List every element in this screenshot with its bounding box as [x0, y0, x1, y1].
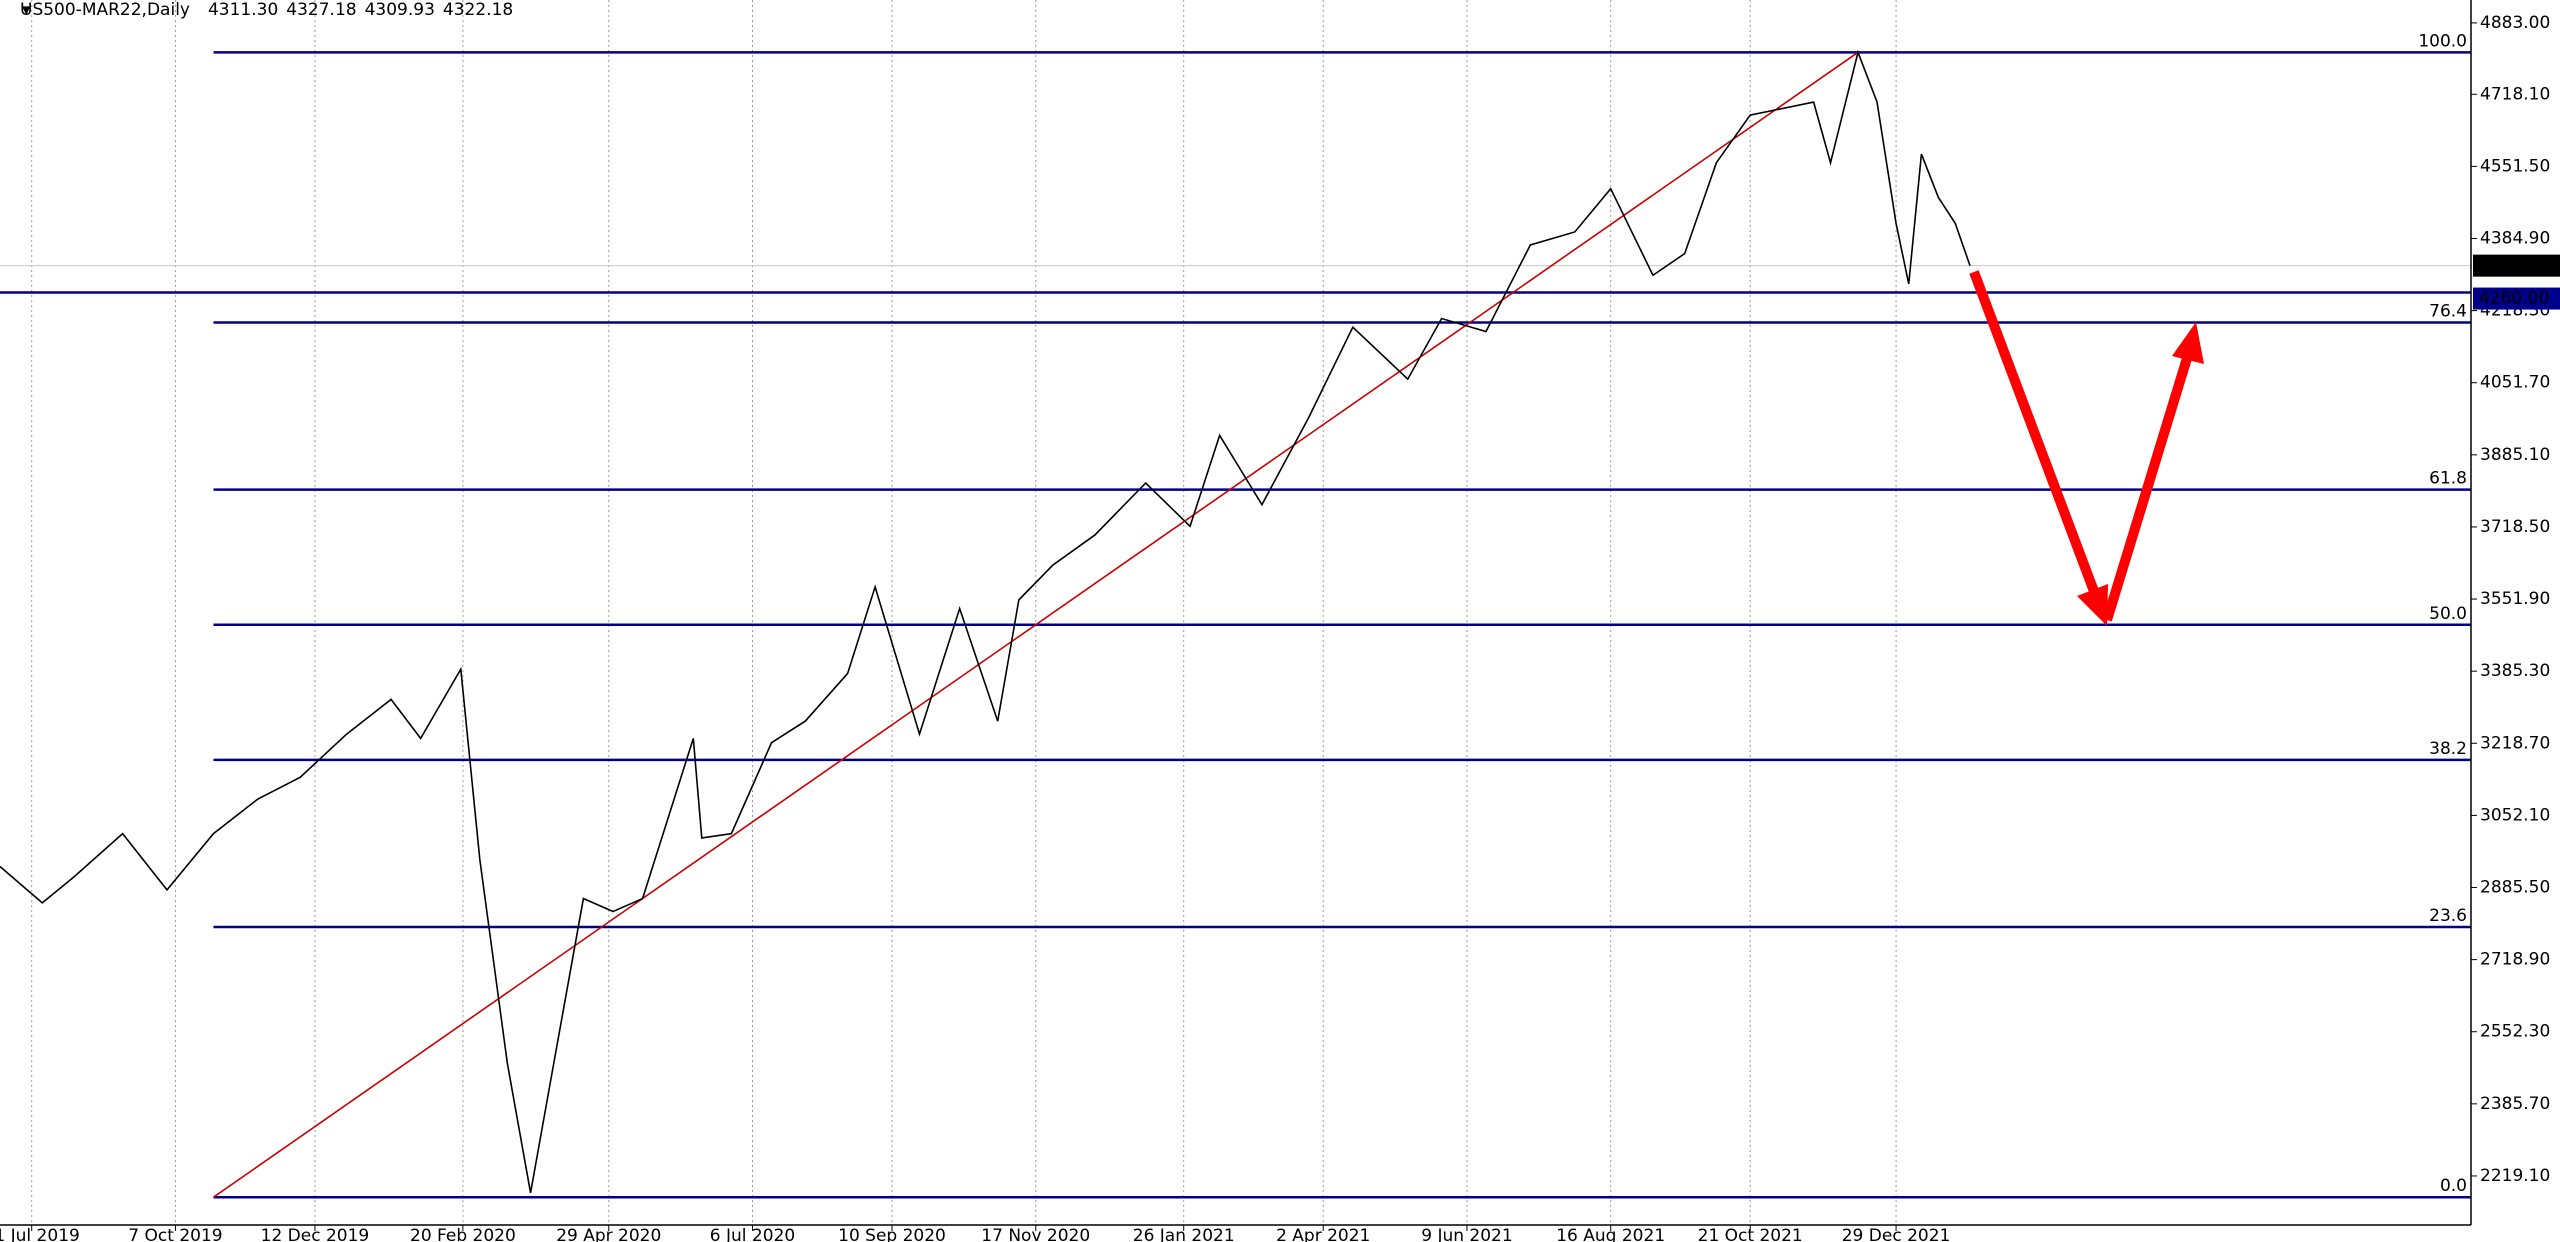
- fib-label: 0.0: [2440, 1176, 2467, 1196]
- up-arrow: [2102, 353, 2193, 622]
- grid-layer: [31, 0, 1897, 1225]
- y-tick-label: 4551.50: [2480, 156, 2550, 176]
- x-tick-label: 29 Dec 2021: [1842, 1226, 1951, 1242]
- x-tick-label: 12 Dec 2019: [261, 1226, 370, 1242]
- forecast-arrows: [1969, 270, 2204, 626]
- y-tick-label: 4051.70: [2480, 373, 2550, 393]
- ohlc-value: 4311.30: [208, 0, 278, 20]
- up-arrow-head: [2172, 322, 2204, 364]
- fib-label: 61.8: [2429, 469, 2467, 489]
- x-tick-label: 21 Oct 2021: [1698, 1226, 1803, 1242]
- level-box: [2473, 287, 2560, 310]
- down-arrow: [1969, 270, 2100, 596]
- y-tick-label: 3218.70: [2480, 733, 2550, 753]
- y-tick-label: 2885.50: [2480, 878, 2550, 898]
- level-label: 4260.00: [2479, 289, 2549, 309]
- header: ▾: [22, 0, 31, 20]
- y-tick-label: 4718.10: [2480, 84, 2550, 104]
- y-tick-label: 2385.70: [2480, 1094, 2550, 1114]
- y-tick-label: 2552.30: [2480, 1022, 2550, 1042]
- y-tick-label: 3551.90: [2480, 589, 2550, 609]
- ohlc-value: 4327.18: [286, 0, 356, 20]
- current-price-box: [2473, 254, 2560, 277]
- y-tick-label: 4883.00: [2480, 13, 2550, 33]
- y-tick-label: 3885.10: [2480, 445, 2550, 465]
- x-tick-label: 26 Jan 2021: [1133, 1226, 1235, 1242]
- down-arrow-head: [2077, 584, 2108, 626]
- x-tick-label: 16 Aug 2021: [1556, 1226, 1665, 1242]
- y-tick-label: 2219.10: [2480, 1166, 2550, 1186]
- fib-label: 100.0: [2418, 31, 2467, 51]
- menu-triangle: ▾: [22, 0, 31, 20]
- x-tick-label: 6 Jul 2020: [710, 1226, 795, 1242]
- x-tick-label: 17 Nov 2020: [981, 1226, 1090, 1242]
- y-tick-label: 3718.50: [2480, 517, 2550, 537]
- x-tick-label: 31 Jul 2019: [0, 1226, 80, 1242]
- x-tick-label: 7 Oct 2019: [128, 1226, 222, 1242]
- y-tick-label: 3385.30: [2480, 661, 2550, 681]
- fib-label: 50.0: [2429, 604, 2467, 624]
- x-tick-label: 10 Sep 2020: [838, 1226, 946, 1242]
- y-tick-label: 2718.90: [2480, 950, 2550, 970]
- ohlc-value: 4322.18: [443, 0, 513, 20]
- header-text: US500-MAR22,Daily 4311.30 4327.18 4309.93 43…: [20, 0, 513, 20]
- y-tick-label: 4384.90: [2480, 228, 2550, 248]
- current-price-label: 4322.18: [2479, 256, 2549, 276]
- fib-label: 76.4: [2429, 302, 2467, 322]
- fib-label: 23.6: [2429, 906, 2467, 926]
- x-tick-label: 29 Apr 2020: [556, 1226, 661, 1242]
- y-tick-label: 3052.10: [2480, 805, 2550, 825]
- x-tick-label: 2 Apr 2021: [1276, 1226, 1370, 1242]
- price-line: [0, 49, 1971, 1194]
- trend-line: [213, 51, 1859, 1198]
- x-tick-label: 20 Feb 2020: [410, 1226, 516, 1242]
- symbol: US500-MAR22,Daily: [20, 0, 190, 20]
- fib-label: 38.2: [2429, 739, 2467, 759]
- ohlc-value: 4309.93: [365, 0, 435, 20]
- x-tick-label: 9 Jun 2021: [1421, 1226, 1512, 1242]
- marks-layer: [0, 49, 2471, 1199]
